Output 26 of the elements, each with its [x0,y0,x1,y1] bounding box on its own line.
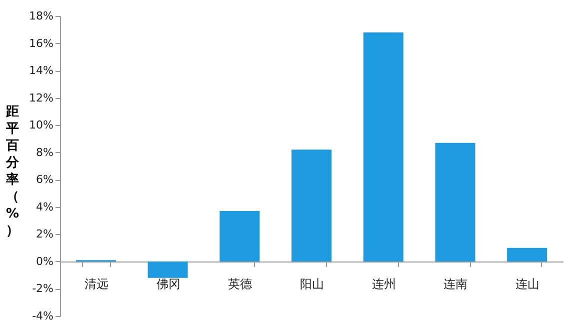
x-tick-label: 连州 [372,276,396,291]
y-tick-label: 16% [29,36,54,50]
bar [148,261,188,278]
x-tick-label: 清远 [84,276,108,291]
bar [363,32,404,262]
x-tick-label: 连山 [516,276,540,291]
x-tick-label: 连南 [444,276,468,291]
x-tick-label: 佛冈 [156,276,180,291]
y-tick-label: 18% [29,10,54,22]
x-tick-label: 阳山 [300,276,324,291]
y-tick-label: -2% [32,282,54,296]
bar [292,150,332,262]
y-tick-label: -4% [32,310,54,322]
bar [220,211,260,262]
y-tick-label: 10% [29,118,54,132]
bar [435,142,476,262]
y-axis-title: 距平百分率（%） [5,104,20,238]
y-tick-label: 8% [36,146,54,159]
y-tick-label: 4% [36,200,54,214]
bar [507,248,548,262]
y-tick-label: 12% [29,91,54,104]
y-tick-label: 0% [36,254,54,268]
x-tick-label: 英德 [228,276,252,291]
y-tick-label: 2% [36,228,54,241]
y-tick-label: 14% [29,64,54,78]
y-tick-label: 6% [36,173,54,186]
